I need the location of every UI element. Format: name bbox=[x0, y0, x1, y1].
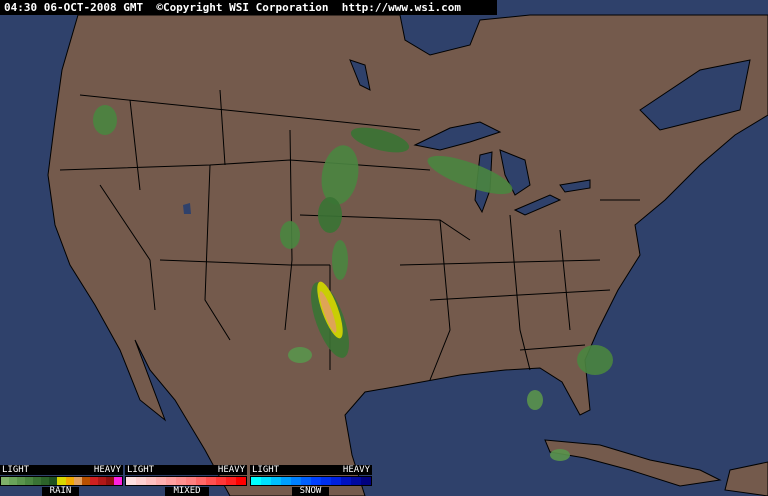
legend-swatch bbox=[251, 477, 261, 485]
rain-light-label: LIGHT bbox=[2, 465, 30, 475]
precipitation-echo bbox=[427, 155, 513, 195]
legend-swatch bbox=[97, 477, 106, 485]
legend-swatch bbox=[113, 477, 122, 485]
land-mass bbox=[47, 14, 768, 496]
snow-color-scale bbox=[250, 476, 372, 486]
radar-echoes bbox=[93, 105, 613, 461]
rain-legend: LIGHT HEAVY RAIN bbox=[0, 465, 123, 496]
precipitation-echo bbox=[93, 105, 117, 135]
precipitation-echo bbox=[550, 449, 570, 461]
legend-swatch bbox=[311, 477, 321, 485]
legend-swatch bbox=[291, 477, 301, 485]
precipitation-echo bbox=[319, 291, 337, 333]
mixed-label: MIXED bbox=[165, 487, 209, 496]
snow-light-label: LIGHT bbox=[252, 465, 280, 475]
snow-heavy-label: HEAVY bbox=[342, 465, 370, 475]
timestamp-copyright-bar: 04:30 06-OCT-2008 GMT ©Copyright WSI Cor… bbox=[0, 0, 497, 15]
legend-swatch bbox=[281, 477, 291, 485]
precipitation-echo bbox=[288, 347, 312, 363]
legend-swatch bbox=[331, 477, 341, 485]
legend-swatch bbox=[206, 477, 216, 485]
legend-swatch bbox=[166, 477, 176, 485]
legend-swatch bbox=[196, 477, 206, 485]
legend-swatch bbox=[146, 477, 156, 485]
legend-swatch bbox=[226, 477, 236, 485]
legend-swatch bbox=[261, 477, 271, 485]
legend-swatch bbox=[321, 477, 331, 485]
legend-swatch bbox=[126, 477, 136, 485]
great-salt-lake bbox=[183, 203, 191, 214]
legend-swatch bbox=[49, 477, 58, 485]
lake-huron bbox=[499, 149, 531, 196]
legend-swatch bbox=[301, 477, 311, 485]
legend-swatch bbox=[186, 477, 196, 485]
legend-swatch bbox=[9, 477, 18, 485]
legend-swatch bbox=[271, 477, 281, 485]
legend-swatch bbox=[25, 477, 34, 485]
mixed-legend: LIGHT HEAVY MIXED bbox=[125, 465, 247, 496]
legend-swatch bbox=[17, 477, 26, 485]
legend-swatch bbox=[351, 477, 361, 485]
precipitation-echo bbox=[332, 240, 348, 280]
mixed-color-scale bbox=[125, 476, 247, 486]
legend-swatch bbox=[41, 477, 50, 485]
lake-winnipeg bbox=[349, 59, 371, 91]
hispaniola bbox=[724, 461, 768, 496]
rain-heavy-label: HEAVY bbox=[93, 465, 121, 475]
state-borders bbox=[59, 89, 640, 381]
snow-label: SNOW bbox=[292, 487, 329, 496]
precipitation-echo bbox=[318, 197, 342, 233]
legend-swatch bbox=[57, 477, 66, 485]
lake-superior bbox=[413, 121, 502, 151]
lake-ontario bbox=[559, 179, 591, 193]
snow-legend: LIGHT HEAVY SNOW bbox=[250, 465, 372, 496]
precipitation-echo bbox=[350, 127, 410, 153]
rain-color-scale bbox=[0, 476, 123, 486]
precipitation-echo bbox=[321, 145, 359, 205]
legend-swatch bbox=[236, 477, 246, 485]
mixed-heavy-label: HEAVY bbox=[217, 465, 245, 475]
gulf-st-lawrence bbox=[639, 59, 751, 131]
legend-swatch bbox=[156, 477, 166, 485]
legend-swatch bbox=[33, 477, 42, 485]
lake-erie bbox=[513, 194, 562, 216]
legend-swatch bbox=[136, 477, 146, 485]
legend-swatch bbox=[341, 477, 351, 485]
legend-swatch bbox=[89, 477, 98, 485]
precipitation-echo bbox=[527, 390, 543, 410]
legend-swatch bbox=[105, 477, 114, 485]
legend-swatch bbox=[216, 477, 226, 485]
legend-swatch bbox=[176, 477, 186, 485]
mixed-light-label: LIGHT bbox=[127, 465, 155, 475]
legend-swatch bbox=[65, 477, 74, 485]
precipitation-echo bbox=[280, 221, 300, 249]
rain-label: RAIN bbox=[42, 487, 79, 496]
legend-swatch bbox=[1, 477, 10, 485]
precipitation-echo bbox=[577, 345, 613, 375]
legend-swatch bbox=[81, 477, 90, 485]
legend-swatch bbox=[73, 477, 82, 485]
legend-swatch bbox=[361, 477, 371, 485]
